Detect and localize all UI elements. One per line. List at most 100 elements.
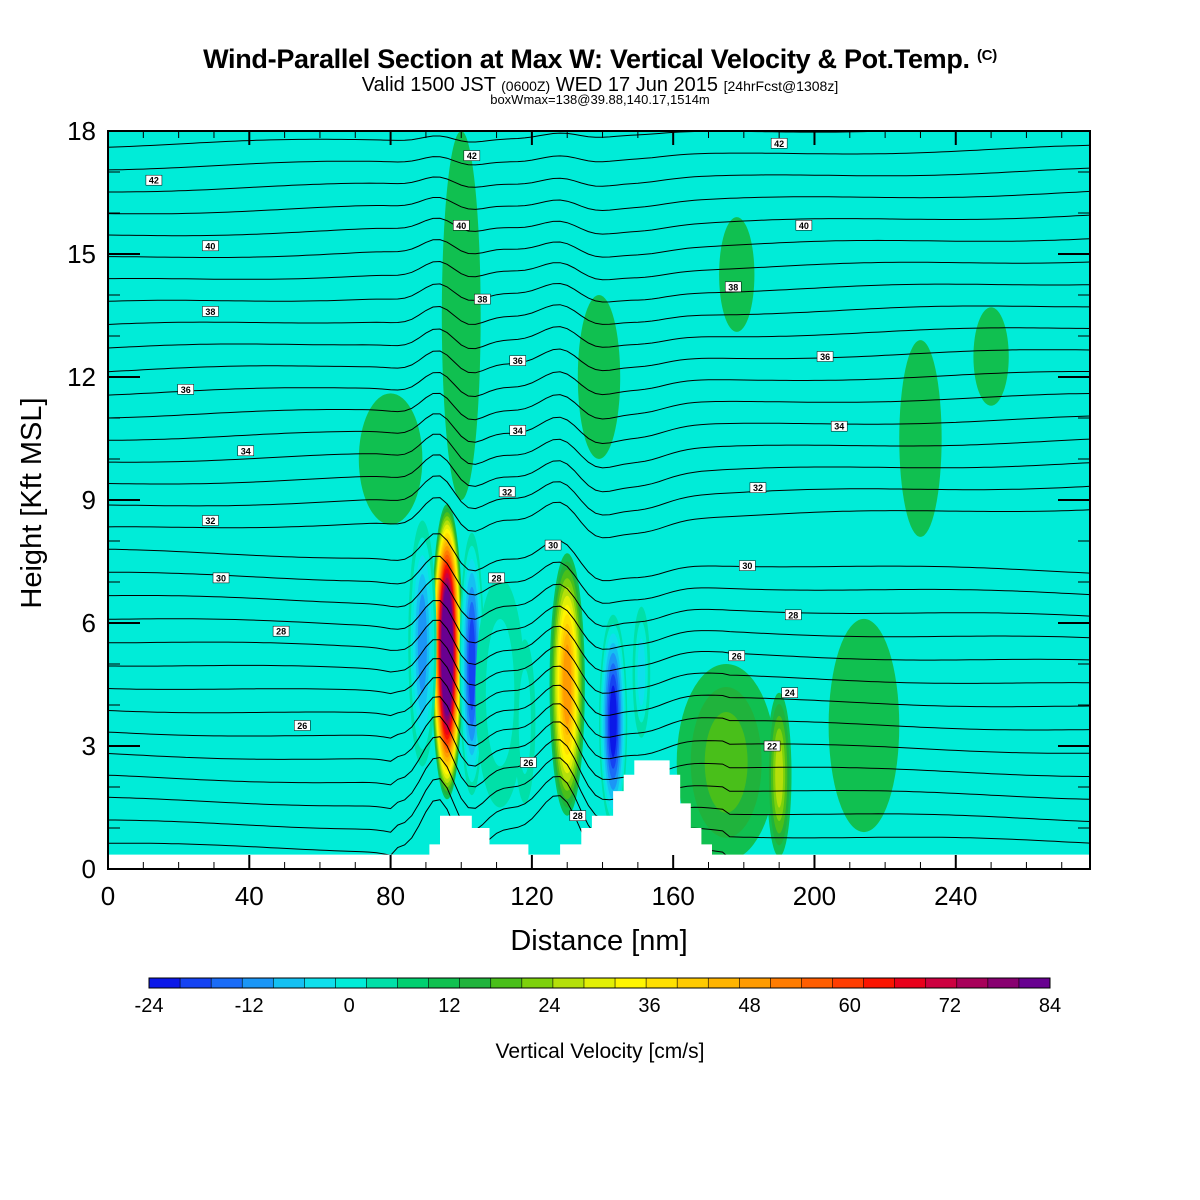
theta-contour-label-text: 36 xyxy=(820,352,830,362)
theta-contour-line xyxy=(108,475,1090,516)
theta-contour-label: 36 xyxy=(177,384,194,395)
theta-contour-label: 40 xyxy=(795,220,813,231)
w-level-ellipse xyxy=(417,594,427,693)
w-feature xyxy=(973,307,1009,406)
w-level-ellipse xyxy=(485,618,515,767)
theta-contour-label-text: 28 xyxy=(492,573,502,583)
colorbar-title: Vertical Velocity [cm/s] xyxy=(496,1040,705,1063)
colorbar-swatch xyxy=(397,978,430,988)
colorbar-tick-label: 60 xyxy=(839,995,861,1017)
w-level-ellipse xyxy=(563,644,572,725)
theta-contour-line xyxy=(108,326,1090,350)
x-axis-tick-labels: 0 40 80 120 160 200 240 xyxy=(101,881,978,911)
theta-contour-label: 34 xyxy=(830,420,848,432)
colorbar-swatch xyxy=(956,978,989,988)
theta-contour-label: 34 xyxy=(237,445,255,456)
theta-contour-line xyxy=(108,619,1090,672)
theta-contour-line xyxy=(108,639,1090,694)
theta-contour-line xyxy=(108,578,1090,627)
colorbar-swatch xyxy=(304,978,336,988)
w-feature xyxy=(358,393,423,525)
colorbar xyxy=(148,977,1051,989)
theta-contour-line xyxy=(108,555,1090,604)
x-tick-label: 80 xyxy=(376,881,405,911)
colorbar-swatch xyxy=(521,978,554,988)
theta-contour-label: 40 xyxy=(452,220,470,231)
chart-subtitle: Valid 1500 JST (0600Z) WED 17 Jun 2015 [… xyxy=(0,74,1200,97)
y-axis-tick-labels: 0 3 6 9 12 15 18 xyxy=(67,116,96,884)
theta-contour-label: 32 xyxy=(202,515,219,526)
theta-contour-label-text: 30 xyxy=(216,573,226,583)
theta-contour-line xyxy=(108,736,1090,801)
colorbar-swatch xyxy=(552,978,585,988)
theta-contour-label-text: 34 xyxy=(834,422,844,432)
theta-contour-label-text: 28 xyxy=(788,610,798,620)
theta-contour-label: 28 xyxy=(272,625,290,637)
theta-contour-label: 26 xyxy=(728,650,746,661)
theta-contour-line xyxy=(108,144,1090,171)
colorbar-swatch xyxy=(149,978,181,988)
theta-contour-line xyxy=(108,260,1090,281)
theta-contour-line xyxy=(108,433,1090,469)
theta-contour-label-text: 40 xyxy=(205,241,215,251)
colorbar-tick-label: 12 xyxy=(438,995,460,1017)
theta-contour-line xyxy=(108,101,1090,124)
theta-contour-label: 28 xyxy=(569,810,587,821)
theta-contour-label-text: 22 xyxy=(767,742,777,752)
colorbar-swatch xyxy=(273,978,305,988)
theta-contour-line xyxy=(108,715,1090,781)
theta-contour-label: 38 xyxy=(724,281,742,292)
w-feature xyxy=(899,340,942,537)
w-level-ellipse xyxy=(973,307,1009,406)
colorbar-swatch xyxy=(490,978,523,988)
colorbar-tick-label: 0 xyxy=(344,995,355,1017)
colorbar-tick-label: 72 xyxy=(939,995,961,1017)
w-feature xyxy=(676,664,776,861)
theta-contour-line xyxy=(108,676,1090,738)
theta-contour-label: 42 xyxy=(145,174,163,186)
theta-contour-label: 36 xyxy=(816,351,834,362)
y-tick-label: 9 xyxy=(82,485,96,515)
theta-contour-label-text: 32 xyxy=(205,516,215,526)
theta-contour-label: 38 xyxy=(202,306,219,317)
colorbar-swatch xyxy=(801,978,834,988)
chart-title: Wind-Parallel Section at Max W: Vertical… xyxy=(0,44,1200,75)
theta-contour-labels: 42 42 42 40 40 40 38 38 38 36 36 36 34 34 34 32 32 32 30 30… xyxy=(145,138,848,821)
theta-contour-line xyxy=(108,348,1090,374)
theta-contour-label-text: 24 xyxy=(785,688,795,698)
theta-contour-label-text: 32 xyxy=(753,483,763,493)
theta-contour-line xyxy=(108,454,1090,493)
theta-contour-line xyxy=(108,413,1090,445)
y-tick-label: 18 xyxy=(67,116,96,146)
w-feature xyxy=(632,606,651,738)
colorbar-tick-label: -24 xyxy=(135,995,164,1017)
w-level-ellipse xyxy=(704,711,748,813)
valid-date: WED 17 Jun 2015 xyxy=(555,74,719,96)
w-feature xyxy=(828,618,900,833)
y-tick-label: 6 xyxy=(82,608,96,638)
colorbar-swatch xyxy=(583,978,616,988)
colorbar-swatch xyxy=(832,978,865,988)
w-level-ellipse xyxy=(518,668,531,775)
x-tick-label: 120 xyxy=(510,881,553,911)
w-feature xyxy=(549,553,585,816)
x-tick-label: 0 xyxy=(101,881,115,911)
colorbar-swatch xyxy=(242,978,274,988)
theta-contour-label-text: 30 xyxy=(548,541,558,551)
theta-contour-label-text: 26 xyxy=(297,721,307,731)
theta-contour-label-text: 28 xyxy=(276,627,286,637)
theta-contour-label-text: 42 xyxy=(149,176,159,186)
y-tick-label: 15 xyxy=(67,239,96,269)
y-axis-title: Height [Kft MSL] xyxy=(16,397,48,608)
theta-contour-line xyxy=(108,392,1090,421)
colorbar-tick-label: 84 xyxy=(1039,995,1061,1017)
colorbar-swatch xyxy=(708,978,740,988)
colorbar-swatch xyxy=(211,978,243,988)
x-tick-label: 240 xyxy=(934,881,977,911)
theta-contour-label-text: 36 xyxy=(513,356,523,366)
colorbar-swatch xyxy=(863,978,896,988)
theta-contour-label: 32 xyxy=(749,482,767,493)
theta-contour-label: 36 xyxy=(509,355,527,366)
colorbar-tick-labels: -24 -12 0 12 24 36 48 60 72 84 xyxy=(135,995,1062,1017)
colorbar-swatch xyxy=(894,978,927,988)
